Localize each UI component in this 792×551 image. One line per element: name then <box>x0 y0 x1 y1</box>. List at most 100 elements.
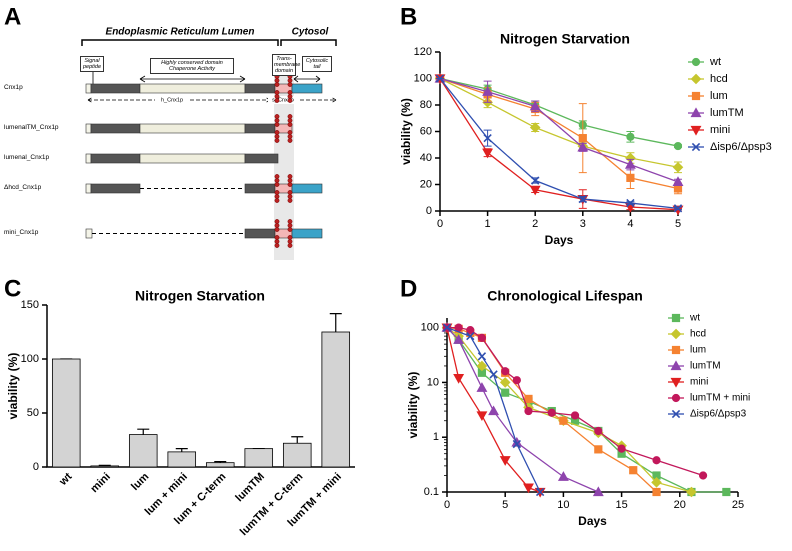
x-tick-label: 4 <box>627 218 633 230</box>
legend-marker <box>690 107 702 118</box>
line <box>439 78 679 209</box>
lipid-head <box>274 130 280 135</box>
x-tick-label: 2 <box>532 218 538 230</box>
line <box>446 327 727 493</box>
marker <box>476 382 488 392</box>
lipid-head <box>287 239 293 244</box>
legend-label: lum <box>690 345 706 356</box>
x-tick-label: 15 <box>615 499 627 511</box>
series <box>435 74 683 213</box>
marker <box>512 376 521 385</box>
marker <box>453 334 465 344</box>
x-tick-label: wt <box>57 470 75 488</box>
marker <box>524 406 533 416</box>
marker <box>651 477 662 488</box>
construct-label: mini_Cnx1p <box>4 229 39 236</box>
marker <box>722 487 731 497</box>
series <box>435 74 683 151</box>
legend-marker <box>670 328 682 340</box>
legend-label: hcd <box>710 73 728 85</box>
lipid-head <box>274 98 280 103</box>
marker <box>557 471 569 481</box>
bracket <box>81 39 279 46</box>
y-tick-label: 150 <box>21 299 39 311</box>
series <box>441 322 697 498</box>
lipid-head <box>274 227 280 232</box>
chart-title: Chronological Lifespan <box>487 288 643 304</box>
y-tick-label: 1 <box>433 431 439 443</box>
lipid-head <box>287 138 293 143</box>
marker <box>570 411 580 420</box>
marker <box>523 483 534 494</box>
lipid-head <box>287 243 293 248</box>
lipid-head <box>287 235 293 240</box>
legend-label: Δisp6/Δpsp3 <box>710 141 772 153</box>
lipid-head <box>274 198 280 203</box>
marker <box>442 323 452 332</box>
lipid-head <box>274 78 280 83</box>
line <box>446 327 599 493</box>
line <box>439 77 679 190</box>
x-axis-label: Days <box>545 233 574 247</box>
y-tick-label: 10 <box>427 376 439 388</box>
y-axis-label: viability (%) <box>6 353 20 420</box>
y-axis-label: viability (%) <box>406 372 420 439</box>
legend-label: mini <box>710 124 730 136</box>
span-bg <box>155 96 189 104</box>
lipid-head <box>287 178 293 183</box>
lipid-head <box>287 223 293 228</box>
marker <box>529 122 541 133</box>
y-tick-label: 120 <box>414 46 432 58</box>
line <box>446 327 541 493</box>
marker <box>626 173 635 182</box>
y-tick-label: 0.1 <box>424 486 439 498</box>
domain-label: Trans-membrane domain <box>272 54 301 76</box>
line <box>446 327 692 493</box>
legend-marker <box>670 360 682 371</box>
lipid-head <box>287 134 293 139</box>
lipid-head <box>274 190 280 195</box>
chart-title: Nitrogen Starvation <box>135 288 265 304</box>
marker <box>626 132 635 141</box>
lipid-head <box>287 90 293 95</box>
lipid-head <box>274 174 280 179</box>
marker <box>547 408 556 417</box>
axes <box>46 305 355 468</box>
x-tick-label: mini <box>88 471 112 495</box>
y-tick-label: 60 <box>420 125 432 137</box>
lipid-head <box>274 114 280 119</box>
legend-label: lumTM + mini <box>690 393 750 404</box>
bar <box>244 448 274 468</box>
x-tick-label: 3 <box>580 218 586 230</box>
marker <box>578 194 587 204</box>
lipid-head <box>274 134 280 139</box>
series <box>441 322 604 497</box>
marker <box>524 394 533 404</box>
y-tick-label: 80 <box>420 99 432 111</box>
domain-label: Signal peptide <box>80 56 104 72</box>
lipid-head <box>274 182 280 187</box>
legend-label: Δisp6/Δpsp3 <box>690 409 747 420</box>
lipid-head <box>287 130 293 135</box>
legend-marker <box>691 91 701 101</box>
x-tick-label: 1 <box>485 218 491 230</box>
bar <box>321 331 351 468</box>
legend-marker <box>691 57 701 67</box>
lipid-head <box>287 227 293 232</box>
marker <box>673 141 683 151</box>
error-bar <box>175 448 188 452</box>
bracket <box>280 39 337 46</box>
legend-marker <box>690 73 702 85</box>
lipid-head <box>287 98 293 103</box>
marker <box>617 444 626 453</box>
lipid-head <box>274 94 280 99</box>
header: Endoplasmic Reticulum Lumen <box>106 27 255 38</box>
lipid-head <box>274 90 280 95</box>
line <box>439 77 679 183</box>
x-tick-label: 0 <box>437 218 443 230</box>
x-tick-label: 20 <box>674 499 686 511</box>
panel-label: D <box>400 275 417 302</box>
error-bar <box>329 313 342 332</box>
marker <box>629 466 638 475</box>
